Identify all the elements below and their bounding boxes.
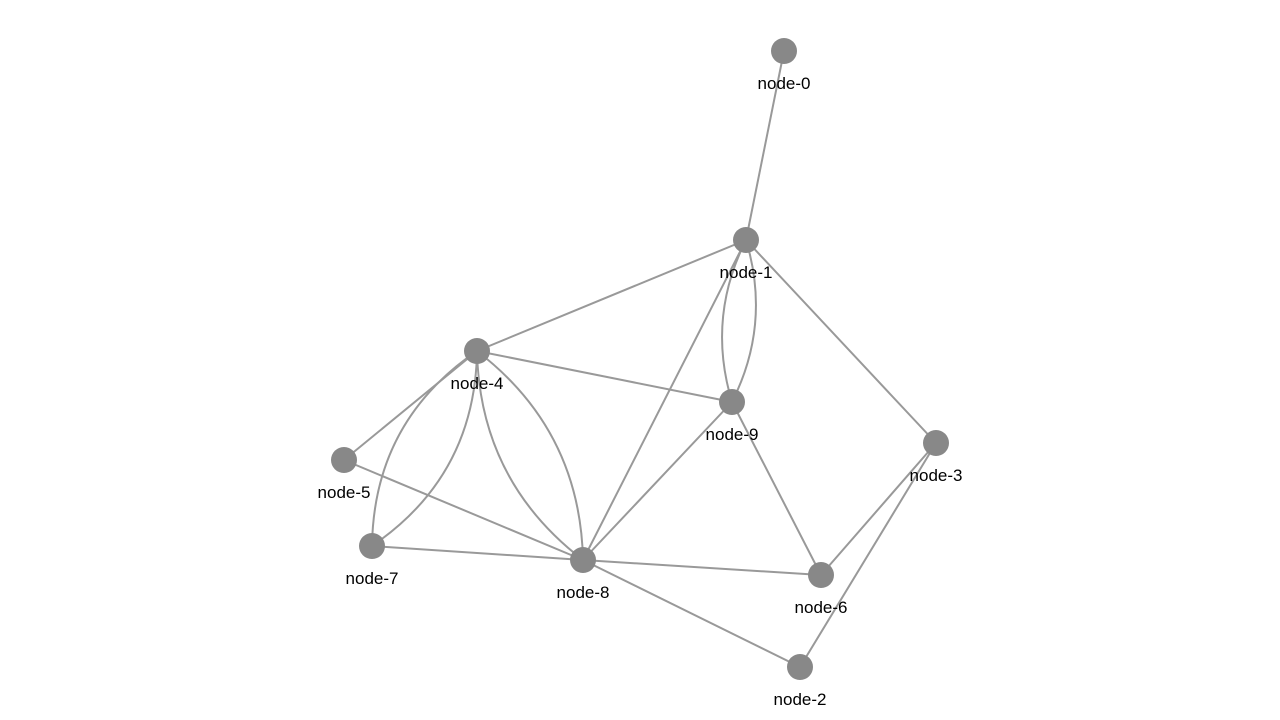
node-label-node-1: node-1 — [720, 263, 773, 282]
graph-node-node-1[interactable] — [733, 227, 759, 253]
graph-node-node-0[interactable] — [771, 38, 797, 64]
edge-node-4-node-7-a — [371, 350, 478, 547]
edges-layer — [343, 50, 937, 668]
edge-node-4-node-5 — [343, 350, 478, 461]
edge-node-9-node-6 — [731, 401, 822, 576]
edge-node-8-node-9 — [582, 401, 733, 561]
node-label-node-3: node-3 — [910, 466, 963, 485]
graph-node-node-3[interactable] — [923, 430, 949, 456]
edge-node-5-node-8 — [343, 459, 584, 561]
edge-node-4-node-8-b — [476, 350, 584, 561]
graph-node-node-8[interactable] — [570, 547, 596, 573]
graph-node-node-7[interactable] — [359, 533, 385, 559]
node-label-node-2: node-2 — [774, 690, 827, 709]
edge-node-1-node-4 — [476, 239, 747, 352]
node-label-node-9: node-9 — [706, 425, 759, 444]
node-label-node-8: node-8 — [557, 583, 610, 602]
node-label-node-0: node-0 — [758, 74, 811, 93]
edge-node-4-node-8-a — [476, 350, 584, 561]
edge-node-3-node-6 — [820, 442, 937, 576]
edge-node-1-node-9-a — [721, 239, 747, 403]
edge-node-0-node-1 — [745, 50, 785, 241]
node-label-node-6: node-6 — [795, 598, 848, 617]
graph-node-node-4[interactable] — [464, 338, 490, 364]
graph-node-node-5[interactable] — [331, 447, 357, 473]
edge-node-1-node-9-b — [731, 239, 757, 403]
node-label-node-4: node-4 — [451, 374, 504, 393]
edge-node-3-node-2 — [799, 442, 937, 668]
edge-node-4-node-7-b — [371, 350, 478, 547]
labels-layer: node-0 node-1 node-2 node-3 node-4 node-5 node… — [318, 74, 963, 709]
edge-node-4-node-9 — [476, 350, 733, 403]
edge-node-1-node-3 — [745, 239, 937, 444]
edge-node-8-node-2 — [582, 559, 801, 668]
edge-node-1-node-8 — [582, 239, 747, 561]
nodes-layer — [331, 38, 949, 680]
edge-node-7-node-8 — [371, 545, 584, 561]
graph-node-node-6[interactable] — [808, 562, 834, 588]
graph-node-node-9[interactable] — [719, 389, 745, 415]
edge-node-8-node-6 — [582, 559, 822, 576]
node-label-node-7: node-7 — [346, 569, 399, 588]
node-label-node-5: node-5 — [318, 483, 371, 502]
graph-node-node-2[interactable] — [787, 654, 813, 680]
